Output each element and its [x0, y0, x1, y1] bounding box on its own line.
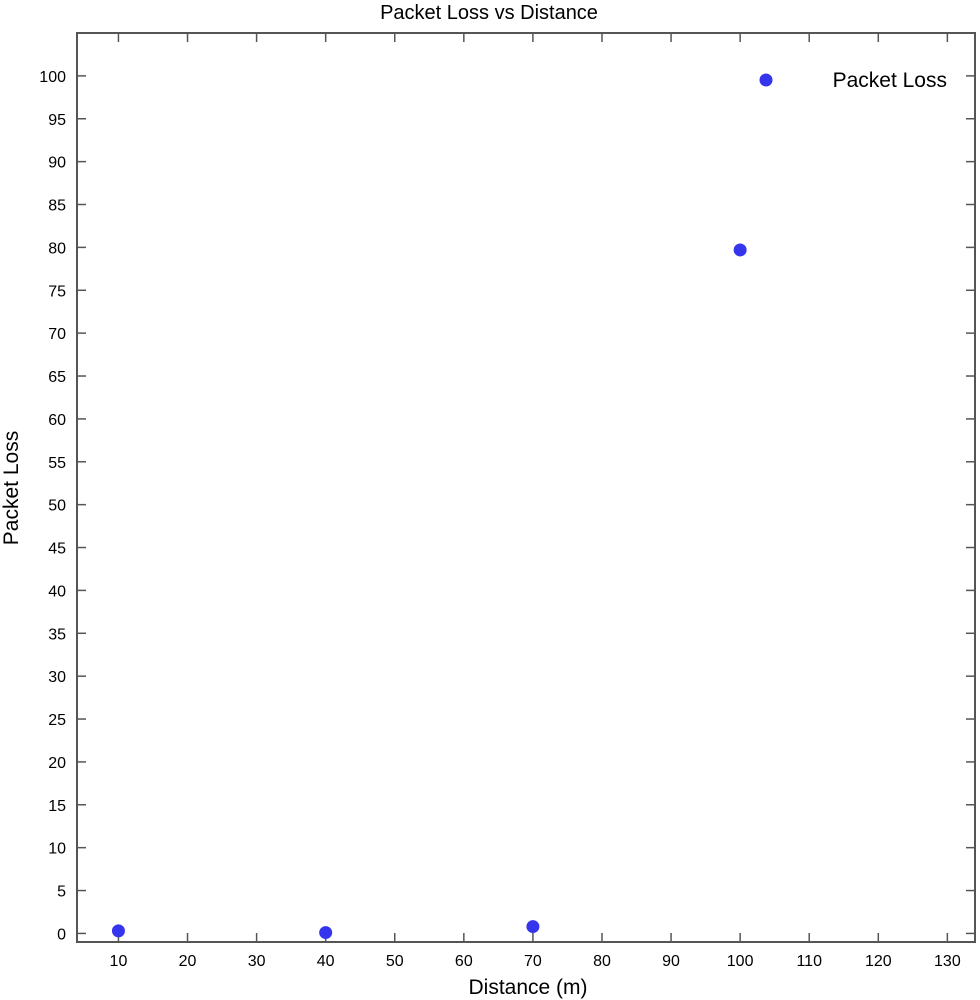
x-axis-label: Distance (m)	[468, 976, 587, 999]
y-tick-label: 60	[48, 412, 66, 429]
y-tick-label: 55	[48, 455, 66, 472]
x-tick-label: 70	[524, 953, 542, 970]
y-tick-label: 0	[57, 926, 66, 943]
x-tick-label: 90	[662, 953, 680, 970]
y-tick-label: 40	[48, 583, 66, 600]
data-point	[319, 926, 333, 940]
y-tick-label: 45	[48, 541, 66, 558]
data-point	[526, 920, 540, 934]
legend-marker	[759, 73, 773, 87]
y-tick-label: 10	[48, 841, 66, 858]
y-tick-label: 65	[48, 369, 66, 386]
legend: Packet Loss	[759, 69, 947, 92]
x-tick-label: 100	[727, 953, 754, 970]
y-tick-label: 100	[39, 69, 66, 86]
y-axis-label: Packet Loss	[0, 431, 23, 545]
y-tick-label: 85	[48, 198, 66, 215]
x-tick-label: 130	[934, 953, 961, 970]
data-point	[111, 924, 125, 938]
y-axis-ticks: 0 5 10 15 20 25 30 35 40 45 50 55 60 65 70 75 80 85 90 95 10…	[39, 69, 975, 943]
chart-title: Packet Loss vs Distance	[380, 2, 598, 24]
plot-area-frame	[76, 32, 976, 943]
x-tick-label: 10	[110, 953, 128, 970]
x-tick-label: 110	[796, 953, 822, 970]
y-tick-label: 80	[48, 240, 66, 257]
y-tick-label: 90	[48, 155, 66, 172]
y-tick-label: 30	[48, 669, 66, 686]
y-tick-label: 20	[48, 755, 66, 772]
x-axis-ticks: 10 20 30 40 50 60 70 80 90 100 110 120 130	[110, 33, 961, 970]
legend-label: Packet Loss	[833, 69, 947, 92]
y-tick-label: 35	[48, 626, 66, 643]
y-tick-label: 75	[48, 283, 66, 300]
y-tick-label: 25	[48, 712, 66, 729]
data-points	[111, 243, 747, 940]
y-tick-label: 5	[57, 884, 66, 901]
x-tick-label: 80	[593, 953, 611, 970]
x-tick-label: 120	[865, 953, 892, 970]
y-tick-label: 50	[48, 498, 66, 515]
y-tick-label: 70	[48, 326, 66, 343]
x-tick-label: 30	[248, 953, 266, 970]
x-tick-label: 60	[455, 953, 473, 970]
x-tick-label: 20	[179, 953, 197, 970]
x-tick-label: 40	[317, 953, 335, 970]
y-tick-label: 95	[48, 112, 66, 129]
x-tick-label: 50	[386, 953, 404, 970]
data-point	[733, 243, 747, 257]
y-tick-label: 15	[48, 798, 66, 815]
